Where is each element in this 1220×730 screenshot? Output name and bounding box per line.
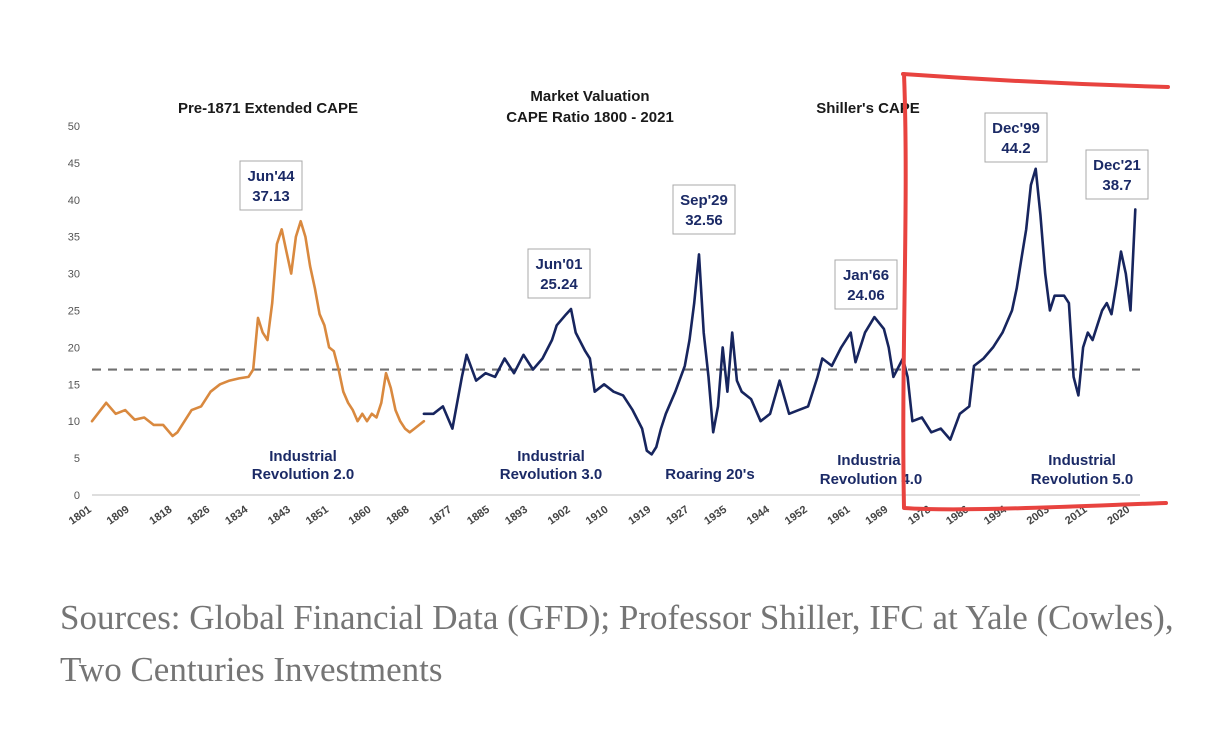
source-caption: Sources: Global Financial Data (GFD); Pr… <box>60 598 1174 689</box>
era-label-ir5-line2: Revolution 5.0 <box>1031 471 1134 488</box>
x-tick-label: 1885 <box>465 504 492 528</box>
red-highlight-annotation <box>901 72 1170 512</box>
era-label-ir4-line2: Revolution 4.0 <box>820 471 923 488</box>
callout-date: Jan'66 <box>843 267 889 284</box>
series-line-shiller <box>422 167 1137 456</box>
chart-subtitle: CAPE Ratio 1800 - 2021 <box>506 109 674 126</box>
era-label-ir2-line2: Revolution 2.0 <box>252 466 355 483</box>
x-tick-label: 1818 <box>147 504 174 528</box>
callout-box <box>672 184 736 235</box>
x-tick-label: 1851 <box>304 504 331 528</box>
y-tick-label: 5 <box>74 453 80 465</box>
x-tick-label: 1952 <box>783 504 810 528</box>
x-tick-label: 1834 <box>223 503 251 527</box>
series-layer <box>90 167 1137 456</box>
y-tick-label: 50 <box>68 121 80 133</box>
x-tick-label: 1809 <box>105 504 132 528</box>
callout-date: Dec'99 <box>992 120 1040 137</box>
x-tick-label: 1986 <box>944 504 971 528</box>
callout-date: Sep'29 <box>680 192 728 209</box>
x-tick-label: 1868 <box>385 504 412 528</box>
y-tick-label: 15 <box>68 379 80 391</box>
callout-value: 25.24 <box>540 276 578 293</box>
era-label-ir4-line1: Industrial <box>837 452 905 469</box>
x-tick-label: 1969 <box>863 504 890 528</box>
x-tick-label: 1944 <box>745 503 773 527</box>
x-tick-label: 1826 <box>185 504 212 528</box>
annotation-layer: Jun'44 37.13 Jun'01 25.24 Sep'29 32.56 Jan'66 2… <box>239 112 1149 310</box>
y-axis: 0 5 10 15 20 25 30 35 40 45 50 <box>68 121 80 502</box>
cape-chart: Pre-1871 Extended CAPE Market Valuation … <box>67 72 1170 528</box>
callout-value: 32.56 <box>685 212 723 229</box>
callout-value: 24.06 <box>847 287 885 304</box>
x-tick-label: 1919 <box>626 504 653 528</box>
y-tick-label: 35 <box>68 232 80 244</box>
callout-value: 44.2 <box>1001 140 1030 157</box>
callout-date: Jun'44 <box>248 168 296 185</box>
callout-value: 37.13 <box>252 188 290 205</box>
x-tick-label: 1877 <box>427 504 454 528</box>
x-tick-label: 1893 <box>503 504 530 528</box>
era-label-ir3-line2: Revolution 3.0 <box>500 466 603 483</box>
callout-box <box>984 112 1048 163</box>
panel-label-shiller: Shiller's CAPE <box>816 100 920 117</box>
callout-date: Jun'01 <box>536 256 583 273</box>
x-tick-label: 1801 <box>67 504 94 528</box>
era-label-roaring-20s: Roaring 20's <box>665 466 754 483</box>
y-tick-label: 40 <box>68 195 80 207</box>
y-tick-label: 25 <box>68 306 80 318</box>
x-axis: 1801 1809 1818 1826 1834 1843 1851 1860 1868 1877… <box>67 494 1140 528</box>
era-label-ir2-line1: Industrial <box>269 448 337 465</box>
era-label-ir5-line1: Industrial <box>1048 452 1116 469</box>
era-label-ir3-line1: Industrial <box>517 448 585 465</box>
callout-box <box>834 259 898 310</box>
y-tick-label: 0 <box>74 490 80 502</box>
x-tick-label: 1935 <box>702 504 729 528</box>
x-tick-label: 2020 <box>1105 504 1132 528</box>
panel-label-pre1871: Pre-1871 Extended CAPE <box>178 100 358 117</box>
x-tick-label: 1860 <box>347 504 374 528</box>
x-tick-label: 1843 <box>266 504 293 528</box>
y-tick-label: 30 <box>68 269 80 281</box>
y-tick-label: 45 <box>68 158 80 170</box>
chart-title: Market Valuation <box>530 88 649 105</box>
callout-value: 38.7 <box>1102 177 1131 194</box>
callout-box <box>239 160 303 211</box>
x-tick-label: 1902 <box>546 504 573 528</box>
callout-date: Dec'21 <box>1093 157 1141 174</box>
y-tick-label: 20 <box>68 342 80 354</box>
x-tick-label: 1961 <box>826 504 853 528</box>
callout-box <box>527 248 591 299</box>
y-tick-label: 10 <box>68 416 80 428</box>
callout-box <box>1085 149 1149 200</box>
x-tick-label: 1927 <box>664 504 691 528</box>
series-line-pre1871 <box>90 219 426 438</box>
x-tick-label: 1910 <box>584 504 611 528</box>
